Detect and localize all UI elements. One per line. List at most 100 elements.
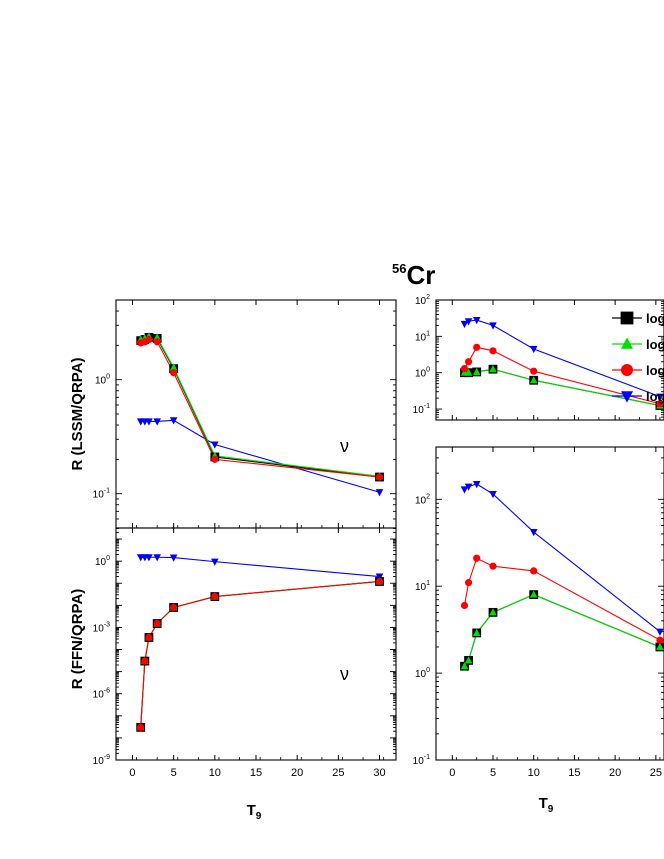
legend-label: log bbox=[646, 311, 664, 326]
panel-top-right: 10-1 100 101 102 bbox=[413, 294, 664, 421]
nu-annotation: ν bbox=[340, 436, 349, 456]
data-point-triangle-up bbox=[529, 590, 538, 598]
series-line-triangle-down bbox=[464, 319, 661, 398]
data-point-triangle-up bbox=[489, 365, 497, 373]
data-point-triangle-down bbox=[145, 554, 153, 562]
y-tick-label: 10-1 bbox=[413, 403, 430, 416]
y-axis-label-bottom: R (FFN/QRPA) bbox=[69, 589, 86, 690]
x-label-main: T bbox=[539, 795, 548, 812]
series-line-triangle-down bbox=[140, 419, 380, 493]
x-tick-label: 20 bbox=[291, 767, 303, 779]
legend-marker-triangle-up bbox=[621, 337, 633, 349]
y-tick-label: 102 bbox=[415, 493, 430, 506]
data-point-circle bbox=[473, 343, 481, 351]
legend-item: log bbox=[612, 337, 664, 352]
y-tick-label: 10-1 bbox=[413, 754, 430, 767]
data-point-triangle-down bbox=[529, 529, 538, 537]
x-tick-label: 15 bbox=[250, 767, 262, 779]
data-point-triangle-down bbox=[145, 418, 153, 426]
legend-label: log bbox=[646, 389, 664, 404]
data-point-triangle-down bbox=[472, 480, 481, 489]
legend-item: log bbox=[612, 311, 664, 326]
data-point-triangle-down bbox=[460, 486, 469, 494]
series-line-triangle-up bbox=[464, 594, 661, 667]
series-line-square bbox=[464, 594, 661, 667]
data-point-triangle-up bbox=[153, 333, 161, 341]
data-point-triangle-down bbox=[472, 317, 481, 325]
y-tick-label: 101 bbox=[415, 330, 430, 343]
data-point-triangle-down bbox=[464, 318, 473, 326]
y-tick-label: 10-1 bbox=[93, 488, 110, 501]
data-point-triangle-down bbox=[375, 489, 384, 497]
data-point-circle bbox=[145, 335, 153, 344]
plot-frame bbox=[435, 299, 664, 421]
x-tick-label: 10 bbox=[528, 767, 540, 779]
data-point-triangle-down bbox=[153, 418, 161, 426]
data-point-circle bbox=[141, 657, 149, 665]
plot-frame bbox=[435, 446, 664, 761]
data-point-circle bbox=[489, 347, 497, 355]
data-point-triangle-up bbox=[656, 642, 664, 650]
legend-marker-circle bbox=[621, 364, 633, 376]
data-point-triangle-up bbox=[460, 662, 469, 670]
panel-bottom-left: 0 5 10 15 20 25 30 10-9 10-6 10-3 100 ν bbox=[93, 527, 397, 779]
data-point-circle bbox=[211, 592, 219, 601]
series-line-circle bbox=[463, 557, 661, 641]
x-label-main: T bbox=[247, 802, 256, 819]
data-point-triangle-down bbox=[656, 628, 664, 636]
data-point-circle bbox=[375, 473, 384, 481]
data-point-circle bbox=[375, 577, 384, 586]
series-line-triangle-down bbox=[140, 556, 380, 578]
data-point-triangle-down bbox=[529, 345, 538, 354]
data-point-triangle-up bbox=[464, 368, 473, 376]
plot-frame bbox=[115, 527, 397, 761]
data-point-circle bbox=[170, 369, 178, 377]
title-element: Cr bbox=[406, 260, 435, 290]
data-point-triangle-up bbox=[472, 628, 481, 636]
x-tick-label: 10 bbox=[209, 767, 221, 779]
y-axis-label-top: R (LSSM/QRPA) bbox=[69, 357, 86, 470]
x-tick-label: 30 bbox=[373, 767, 385, 779]
data-point-triangle-up bbox=[169, 363, 178, 371]
legend: log log log log bbox=[612, 311, 664, 404]
data-point-triangle-down bbox=[169, 554, 178, 562]
x-axis-label-left: T9 bbox=[247, 802, 262, 822]
data-point-circle bbox=[464, 579, 473, 587]
data-point-triangle-up bbox=[472, 367, 481, 375]
x-label-sub: 9 bbox=[256, 811, 262, 822]
data-point-triangle-down bbox=[460, 320, 469, 329]
panel-top-left: 10-1 100 ν bbox=[93, 299, 397, 529]
legend-marker-triangle-down bbox=[621, 391, 633, 403]
legend-marker-square bbox=[620, 311, 634, 325]
y-tick-label: 10-9 bbox=[93, 754, 110, 767]
title-superscript: 56 bbox=[392, 261, 406, 276]
data-point-circle bbox=[153, 619, 161, 628]
data-point-circle bbox=[170, 603, 178, 612]
data-point-triangle-down bbox=[211, 558, 219, 566]
y-tick-label: 101 bbox=[415, 580, 430, 593]
data-point-circle bbox=[460, 364, 469, 373]
x-tick-label: 15 bbox=[568, 767, 580, 779]
data-point-circle bbox=[153, 338, 161, 346]
legend-label: log bbox=[646, 363, 664, 378]
data-point-circle bbox=[464, 358, 473, 366]
data-point-circle bbox=[489, 562, 497, 570]
data-point-circle bbox=[530, 567, 538, 575]
data-point-triangle-up bbox=[464, 656, 473, 664]
x-tick-label: 20 bbox=[609, 767, 621, 779]
data-point-circle bbox=[145, 633, 153, 642]
data-point-circle bbox=[656, 400, 664, 408]
x-tick-label: 5 bbox=[171, 767, 177, 779]
data-point-circle bbox=[211, 455, 219, 463]
y-tick-label: 100 bbox=[415, 367, 430, 380]
figure-title: 56Cr bbox=[392, 260, 435, 290]
x-tick-label: 0 bbox=[129, 767, 135, 779]
data-point-circle bbox=[530, 367, 538, 375]
legend-label: log bbox=[646, 337, 664, 352]
y-tick-label: 10-3 bbox=[93, 621, 110, 634]
x-tick-label: 5 bbox=[490, 767, 496, 779]
data-point-triangle-down bbox=[489, 322, 497, 330]
x-tick-label: 0 bbox=[449, 767, 455, 779]
legend-item: log bbox=[612, 389, 664, 404]
